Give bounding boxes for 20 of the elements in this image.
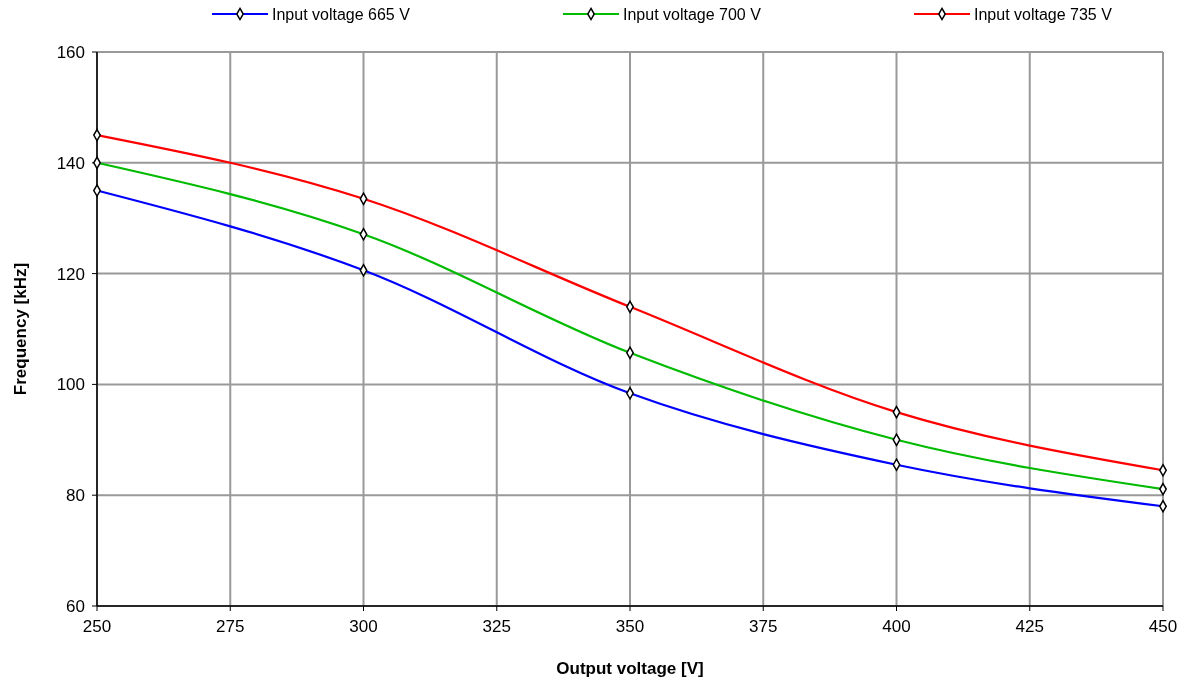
legend-label: Input voltage 700 V [623,6,762,23]
y-tick-label: 160 [56,43,85,62]
x-tick-label: 425 [1015,617,1044,636]
x-tick-label: 250 [82,617,112,636]
y-tick-label: 100 [56,375,85,395]
y-tick-label: 60 [66,597,85,616]
y-tick-label: 80 [66,486,85,506]
x-tick-label: 325 [482,617,511,636]
legend-label: Input voltage 735 V [974,6,1113,23]
y-axis-title: Frequency [kHz] [11,262,30,396]
x-tick-label: 350 [615,617,645,636]
x-tick-label: 275 [216,617,245,636]
x-tick-label: 375 [749,617,778,636]
y-tick-label: 120 [56,264,85,284]
y-tick-label: 140 [56,153,85,173]
x-tick-label: 400 [882,617,911,636]
x-tick-label: 300 [349,617,378,636]
legend-label: Input voltage 665 V [272,6,411,23]
x-axis-title: Output voltage [V] [556,659,704,678]
x-tick-label: 450 [1148,617,1178,636]
